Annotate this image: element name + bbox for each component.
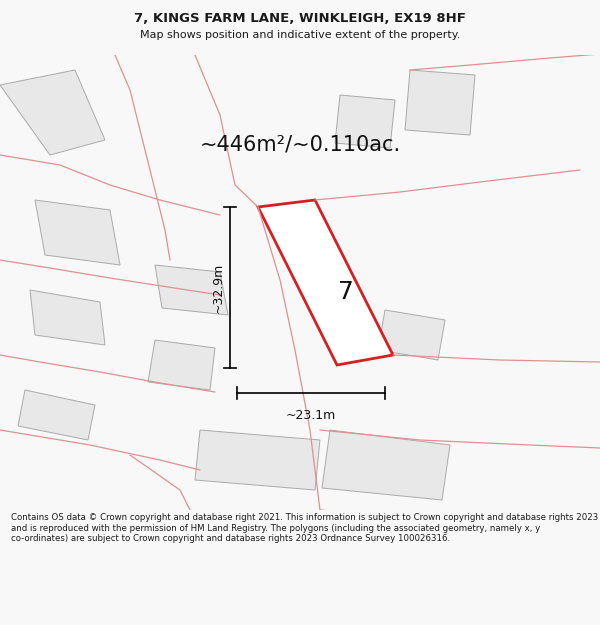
Text: 7: 7 (338, 280, 353, 304)
Polygon shape (30, 290, 105, 345)
Polygon shape (405, 70, 475, 135)
Text: ~23.1m: ~23.1m (286, 409, 336, 422)
Polygon shape (18, 390, 95, 440)
Polygon shape (148, 340, 215, 390)
Text: Contains OS data © Crown copyright and database right 2021. This information is : Contains OS data © Crown copyright and d… (11, 514, 598, 543)
Text: ~446m²/~0.110ac.: ~446m²/~0.110ac. (199, 135, 401, 155)
Polygon shape (378, 310, 445, 360)
Text: Map shows position and indicative extent of the property.: Map shows position and indicative extent… (140, 29, 460, 39)
Polygon shape (195, 430, 320, 490)
Polygon shape (258, 200, 393, 365)
Text: 7, KINGS FARM LANE, WINKLEIGH, EX19 8HF: 7, KINGS FARM LANE, WINKLEIGH, EX19 8HF (134, 12, 466, 25)
Polygon shape (335, 95, 395, 148)
Polygon shape (0, 70, 105, 155)
Polygon shape (155, 265, 228, 315)
Polygon shape (35, 200, 120, 265)
Text: ~32.9m: ~32.9m (212, 262, 224, 312)
Polygon shape (322, 430, 450, 500)
